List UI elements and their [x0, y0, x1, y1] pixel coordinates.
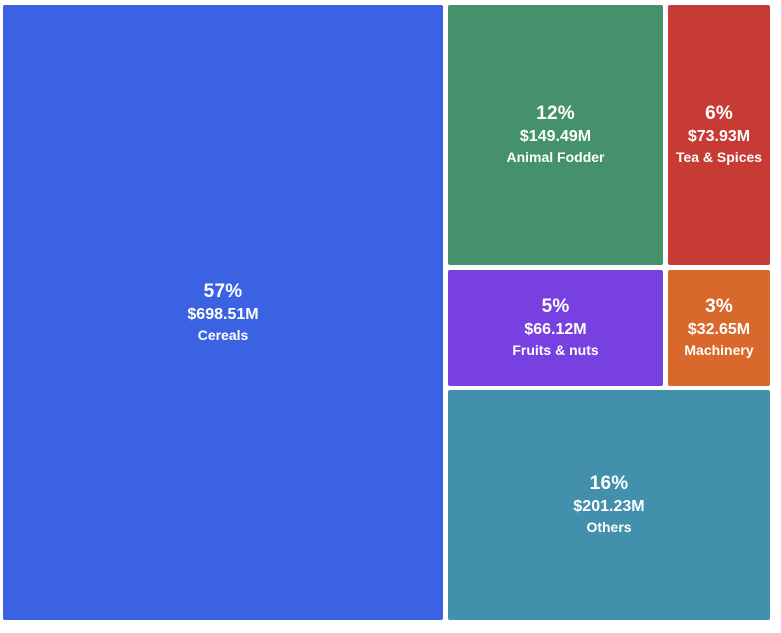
- tile-value: $32.65M: [687, 321, 751, 339]
- treemap-tile-cereals[interactable]: 57% $698.51M Cereals: [3, 5, 443, 620]
- tile-value: $66.12M: [524, 321, 587, 339]
- tile-value: $201.23M: [573, 498, 645, 516]
- treemap-tile-tea-spices[interactable]: 6% $73.93M Tea & Spices: [668, 5, 770, 265]
- tile-label: Machinery: [684, 342, 754, 359]
- treemap-tile-others[interactable]: 16% $201.23M Others: [448, 390, 770, 620]
- treemap-tile-fruits-nuts[interactable]: 5% $66.12M Fruits & nuts: [448, 270, 663, 386]
- tile-label: Animal Fodder: [506, 149, 605, 166]
- tile-percent: 3%: [705, 296, 733, 318]
- tile-percent: 12%: [536, 103, 575, 125]
- tile-percent: 5%: [541, 296, 570, 318]
- treemap-tile-animal-fodder[interactable]: 12% $149.49M Animal Fodder: [448, 5, 663, 265]
- tile-percent: 16%: [589, 473, 629, 495]
- tile-value: $149.49M: [519, 128, 592, 146]
- tile-percent: 57%: [203, 280, 243, 302]
- tile-value: $73.93M: [687, 128, 751, 146]
- tile-value: $698.51M: [187, 305, 259, 323]
- tile-label: Tea & Spices: [675, 149, 763, 166]
- tile-label: Cereals: [197, 326, 249, 343]
- tile-label: Others: [586, 519, 632, 536]
- tile-label: Fruits & nuts: [512, 342, 599, 359]
- tile-percent: 6%: [705, 103, 733, 125]
- treemap-tile-machinery[interactable]: 3% $32.65M Machinery: [668, 270, 770, 386]
